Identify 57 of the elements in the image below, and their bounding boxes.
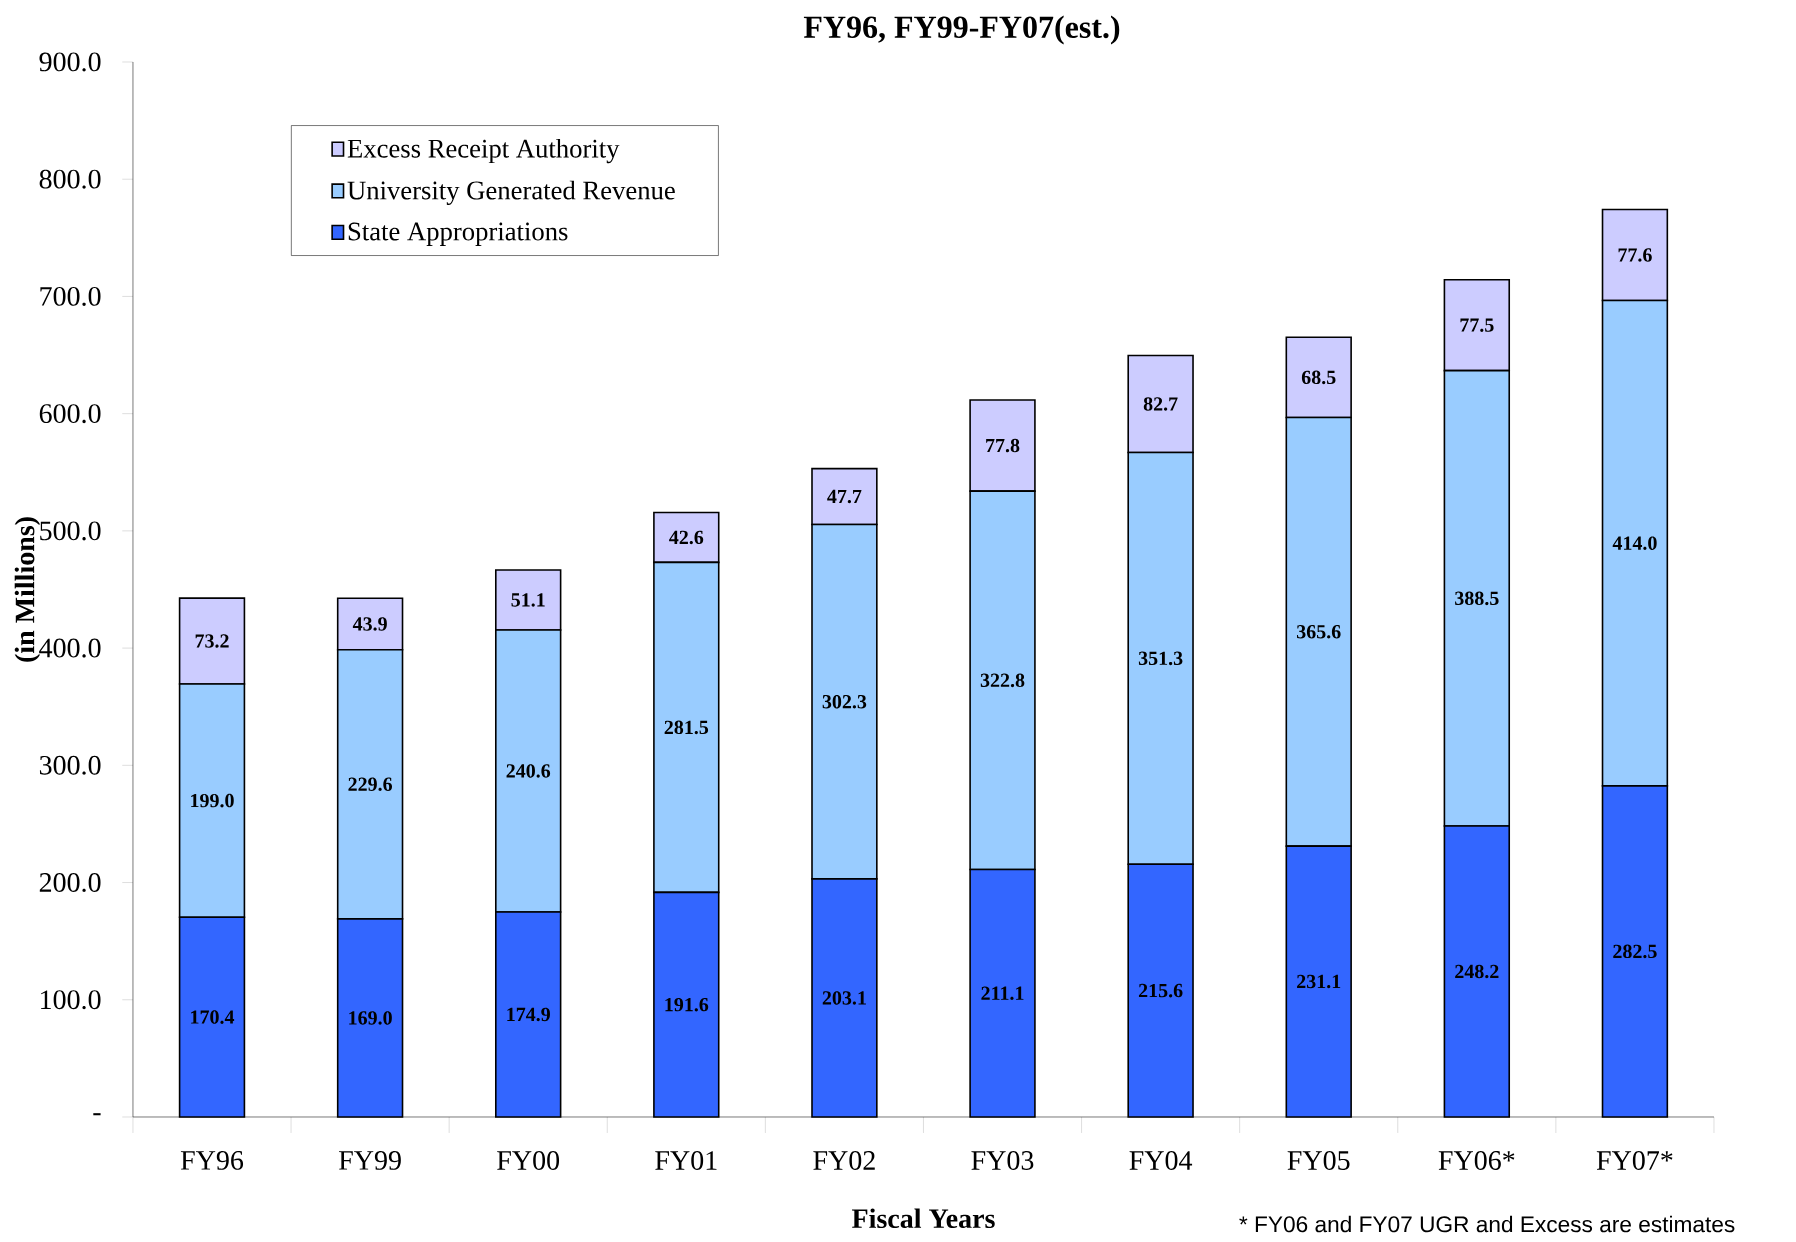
data-label: 73.2 (195, 634, 229, 648)
data-label: 351.3 (1138, 651, 1183, 666)
x-tick-label: FY05 (1287, 1151, 1350, 1170)
y-tick-label: 600.0 (39, 404, 101, 424)
data-label: 282.5 (1613, 944, 1657, 959)
data-label: 47.7 (827, 489, 862, 504)
data-label: 215.6 (1138, 983, 1183, 998)
x-tick-label: FY07* (1596, 1151, 1673, 1170)
data-label: 169.0 (349, 1011, 392, 1025)
y-tick-label: 300.0 (39, 755, 101, 775)
data-label: 388.5 (1455, 591, 1499, 606)
data-label: 77.6 (1618, 248, 1652, 262)
x-tick-label: FY04 (1129, 1151, 1193, 1170)
data-label: 82.7 (1143, 397, 1178, 411)
data-label: 203.1 (822, 991, 866, 1005)
data-label: 174.9 (507, 1007, 550, 1022)
data-label: 68.5 (1301, 370, 1336, 385)
text: * FY06 and FY07 UGR and Excess are estimates (1239, 1215, 1735, 1233)
y-tick-label: 400.0 (39, 638, 101, 658)
data-label: 77.8 (986, 438, 1020, 453)
data-label: 77.5 (1460, 318, 1494, 332)
data-label: 43.9 (352, 617, 387, 631)
data-label: 365.6 (1296, 625, 1341, 639)
data-label: 281.5 (664, 720, 709, 735)
legend-label: Excess Receipt Authority (347, 138, 620, 164)
data-label: 302.3 (822, 694, 867, 709)
data-label: 42.6 (669, 530, 704, 545)
data-label: 322.8 (980, 673, 1025, 688)
y-tick-label: 700.0 (40, 286, 101, 306)
y-tick-label: 900.0 (39, 52, 101, 72)
y-tick-label: 200.0 (39, 873, 101, 893)
x-tick-label: FY00 (497, 1151, 560, 1170)
data-label: 229.6 (348, 777, 393, 792)
y-tick-label: 800.0 (39, 169, 101, 189)
data-label: 248.2 (1455, 964, 1499, 979)
data-label: 170.4 (191, 1010, 235, 1024)
x-tick-label: FY06* (1438, 1151, 1515, 1170)
data-label: 191.6 (665, 997, 709, 1012)
data-label: 231.1 (1297, 974, 1341, 989)
x-tick-label: FY02 (813, 1151, 875, 1170)
data-label: 240.6 (506, 764, 551, 778)
data-label: 211.1 (981, 986, 1024, 1001)
data-label: 51.1 (511, 593, 545, 607)
x-axis-title: Fiscal Years (852, 1208, 995, 1229)
x-tick-label: FY01 (655, 1151, 717, 1170)
legend-label: State Appropriations (348, 222, 568, 246)
y-tick-label: 500.0 (40, 521, 101, 541)
legend-label: University Generated Revenue (347, 180, 675, 205)
x-tick-label: FY99 (339, 1151, 401, 1170)
data-label: 414.0 (1612, 536, 1657, 550)
y-tick-label: 100.0 (41, 990, 101, 1010)
x-tick-label: FY03 (971, 1151, 1034, 1170)
y-tick-label: - (93, 1113, 101, 1116)
y-axis-title: (in Millions) (14, 517, 41, 662)
data-label: 199.0 (191, 793, 234, 808)
chart-title: FY96, FY99-FY07(est.) (803, 15, 1120, 45)
x-tick-label: FY96 (180, 1151, 244, 1170)
